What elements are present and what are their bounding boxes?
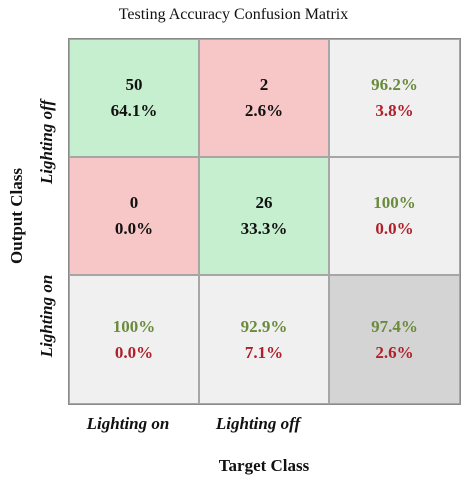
y-tick-label-0: Lighting off <box>37 99 56 185</box>
col-summary-1: 92.9% 7.1% <box>199 275 329 404</box>
overall-summary: 97.4% 2.6% <box>329 275 460 404</box>
row-summary-0: 96.2% 3.8% <box>329 39 460 157</box>
overall-error: 2.6% <box>375 342 414 362</box>
cell-r0-c0: 50 64.1% <box>69 39 199 157</box>
cell-count: 26 <box>255 193 273 212</box>
cell-percent: 33.3% <box>240 219 288 238</box>
row-summary-1: 100% 0.0% <box>329 157 460 275</box>
x-tick-label-0: Lighting on <box>86 414 170 433</box>
chart-title: Testing Accuracy Confusion Matrix <box>118 6 349 23</box>
row-summary-correct: 96.2% <box>371 75 418 94</box>
x-tick-label-1: Lighting off <box>215 414 301 433</box>
x-axis-title: Target Class <box>218 456 310 475</box>
col-summary-correct: 100% <box>112 316 156 336</box>
cell-percent: 64.1% <box>110 101 158 120</box>
cell-count: 2 <box>259 75 269 94</box>
cell-r1-c1: 26 33.3% <box>199 157 329 275</box>
cell-count: 50 <box>125 75 143 94</box>
cell-percent: 0.0% <box>114 219 154 238</box>
cell-percent: 2.6% <box>244 101 284 120</box>
row-summary-correct: 100% <box>373 193 416 212</box>
cell-r0-c1: 2 2.6% <box>199 39 329 157</box>
col-summary-0: 100% 0.0% <box>69 275 199 404</box>
y-tick-label-1: Lighting on <box>37 274 56 358</box>
confusion-matrix: 50 64.1% 2 2.6% 96.2% 3.8% 0 0.0% 26 33.… <box>68 38 461 405</box>
cell-count: 0 <box>129 193 139 212</box>
y-axis-title: Output Class <box>7 168 26 264</box>
row-summary-error: 3.8% <box>375 101 414 120</box>
col-summary-correct: 92.9% <box>240 316 288 336</box>
cell-r1-c0: 0 0.0% <box>69 157 199 275</box>
row-summary-error: 0.0% <box>375 219 414 238</box>
overall-correct: 97.4% <box>371 316 418 336</box>
col-summary-error: 7.1% <box>244 342 284 362</box>
col-summary-error: 0.0% <box>114 342 154 362</box>
